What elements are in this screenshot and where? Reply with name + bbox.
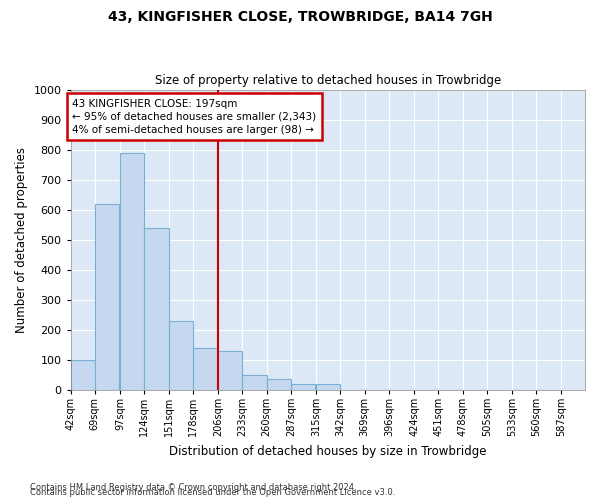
Bar xyxy=(71,360,95,390)
Text: 43, KINGFISHER CLOSE, TROWBRIDGE, BA14 7GH: 43, KINGFISHER CLOSE, TROWBRIDGE, BA14 7… xyxy=(107,10,493,24)
Bar xyxy=(242,375,266,390)
Bar xyxy=(291,384,315,390)
Bar xyxy=(145,228,169,390)
Y-axis label: Number of detached properties: Number of detached properties xyxy=(15,146,28,332)
Text: Contains HM Land Registry data © Crown copyright and database right 2024.: Contains HM Land Registry data © Crown c… xyxy=(30,483,356,492)
Bar xyxy=(218,351,242,390)
Bar xyxy=(193,348,217,390)
Bar xyxy=(266,380,291,390)
Title: Size of property relative to detached houses in Trowbridge: Size of property relative to detached ho… xyxy=(155,74,501,87)
Bar xyxy=(95,204,119,390)
Text: 43 KINGFISHER CLOSE: 197sqm
← 95% of detached houses are smaller (2,343)
4% of s: 43 KINGFISHER CLOSE: 197sqm ← 95% of det… xyxy=(73,98,317,135)
Text: Contains public sector information licensed under the Open Government Licence v3: Contains public sector information licen… xyxy=(30,488,395,497)
Bar xyxy=(120,152,145,390)
Bar xyxy=(169,321,193,390)
X-axis label: Distribution of detached houses by size in Trowbridge: Distribution of detached houses by size … xyxy=(169,444,487,458)
Bar xyxy=(316,384,340,390)
